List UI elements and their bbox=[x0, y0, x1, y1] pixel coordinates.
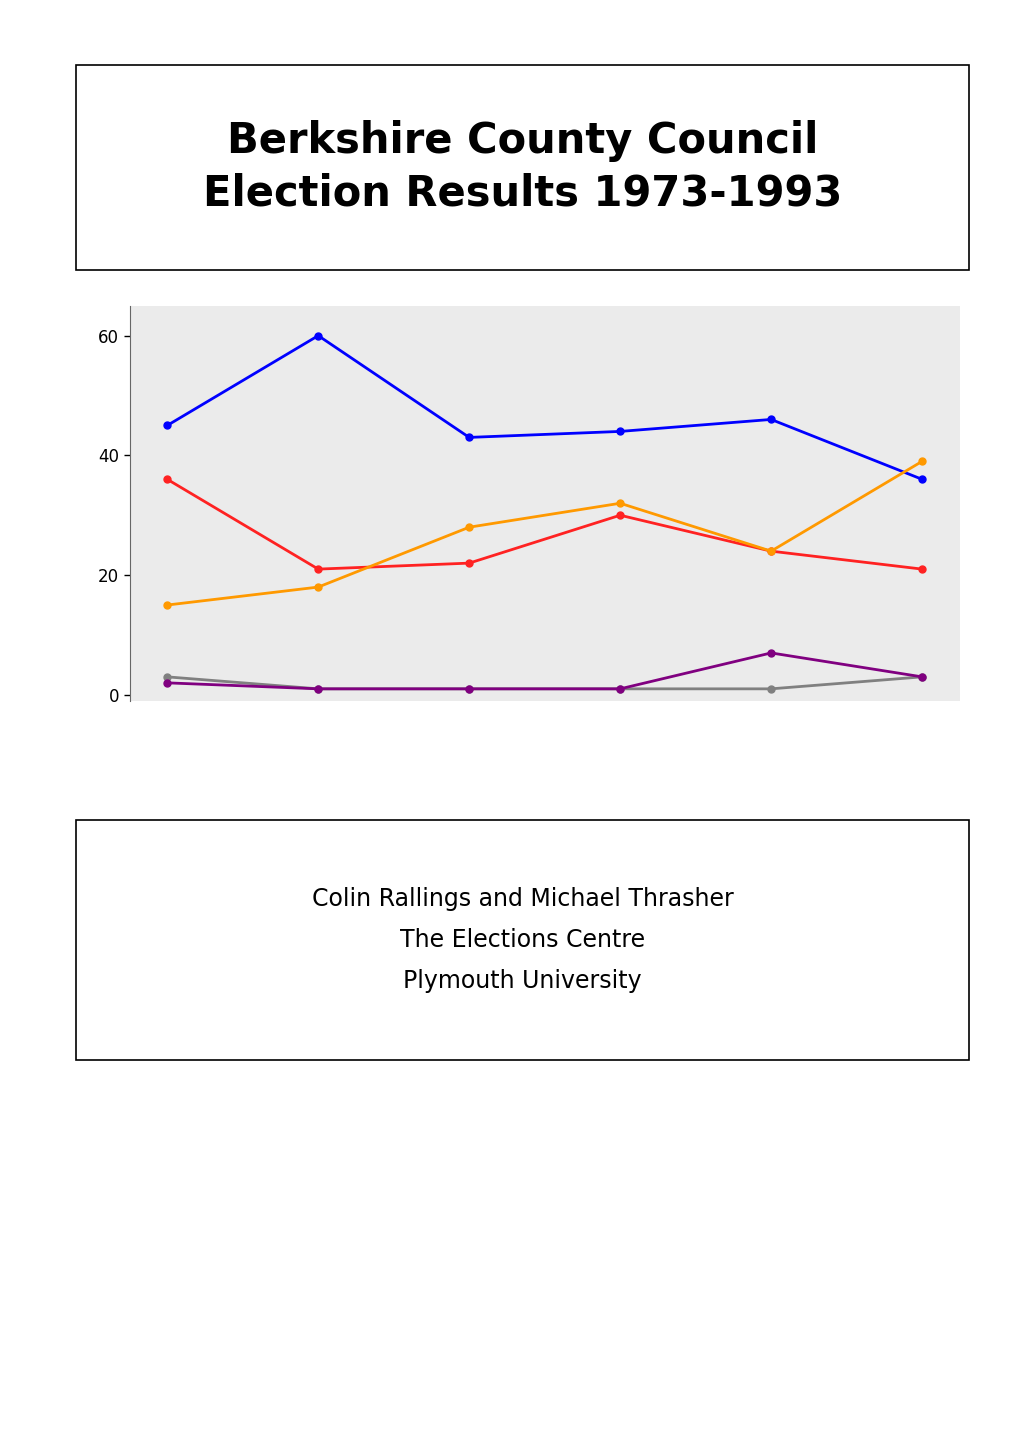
Text: Colin Rallings and Michael Thrasher
The Elections Centre
Plymouth University: Colin Rallings and Michael Thrasher The … bbox=[312, 887, 733, 994]
FancyBboxPatch shape bbox=[76, 820, 968, 1060]
FancyBboxPatch shape bbox=[76, 65, 968, 270]
Text: Berkshire County Council
Election Results 1973-1993: Berkshire County Council Election Result… bbox=[203, 120, 842, 215]
